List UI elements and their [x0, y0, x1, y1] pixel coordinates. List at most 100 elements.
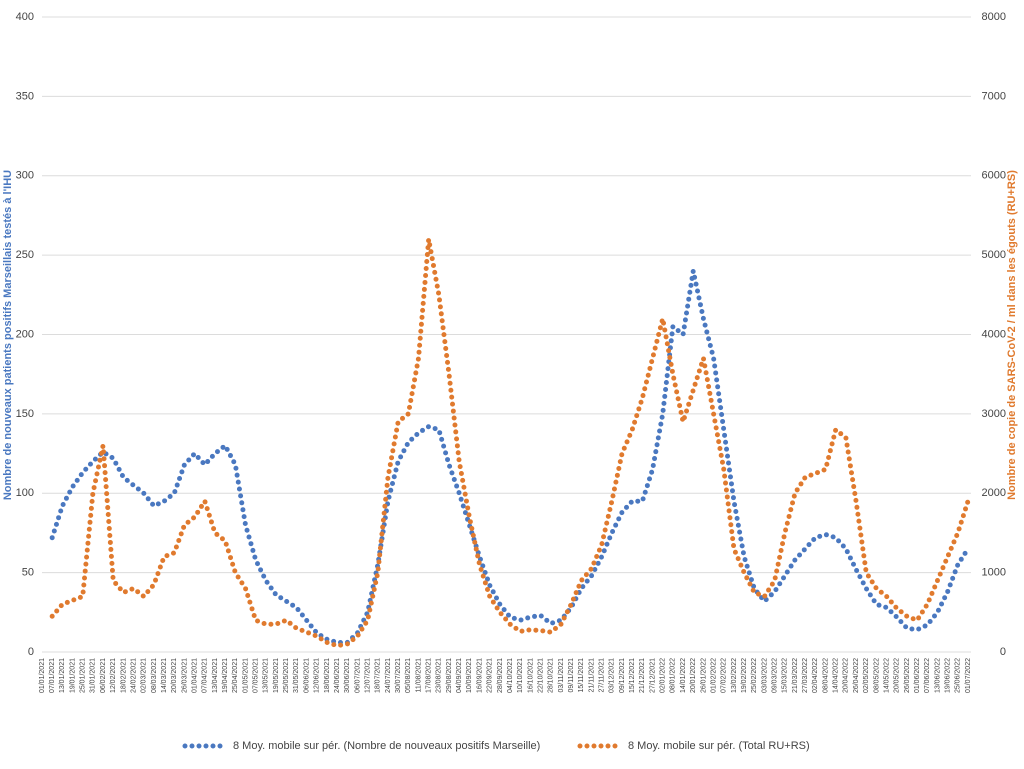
x-tick-label: 18/02/2021	[120, 658, 127, 693]
x-tick-label: 04/09/2021	[456, 658, 463, 693]
x-tick-label: 02/04/2022	[812, 658, 819, 693]
x-tick-label: 22/09/2021	[487, 658, 494, 693]
x-tick-label: 01/01/2021	[39, 658, 46, 693]
legend-label: 8 Moy. mobile sur pér. (Total RU+RS)	[628, 740, 810, 752]
x-tick-label: 11/08/2021	[415, 658, 422, 693]
y2-tick-label: 5000	[982, 249, 1006, 261]
x-tick-label: 24/06/2021	[334, 658, 341, 693]
series-line	[49, 270, 971, 645]
y2-tick-label: 6000	[982, 170, 1006, 182]
x-tick-label: 15/03/2022	[782, 658, 789, 693]
y2-axis-title: Nombre de copie de SARS-CoV-2 / ml dans …	[1006, 170, 1018, 500]
x-tick-label: 01/05/2021	[242, 658, 249, 693]
x-tick-label: 12/02/2021	[110, 658, 117, 693]
x-tick-label: 14/05/2022	[883, 658, 890, 693]
x-tick-label: 21/11/2021	[588, 658, 595, 693]
x-tick-label: 27/12/2021	[649, 658, 656, 693]
x-tick-label: 14/03/2021	[161, 658, 168, 693]
x-tick-label: 08/03/2021	[151, 658, 158, 693]
x-tick-label: 13/06/2022	[934, 658, 941, 693]
x-tick-label: 06/06/2021	[303, 658, 310, 693]
x-tick-label: 09/12/2021	[619, 658, 626, 693]
x-tick-label: 08/04/2022	[822, 658, 829, 693]
x-tick-label: 29/08/2021	[446, 658, 453, 693]
x-tick-label: 16/09/2021	[476, 658, 483, 693]
x-tick-label: 10/10/2021	[517, 658, 524, 693]
x-tick-label: 15/12/2021	[629, 658, 636, 693]
x-tick-label: 24/02/2021	[130, 658, 137, 693]
x-tick-label: 20/03/2021	[171, 658, 178, 693]
y-tick-label: 250	[16, 249, 34, 261]
x-tick-label: 03/12/2021	[609, 658, 616, 693]
x-tick-label: 01/02/2022	[710, 658, 717, 693]
x-tick-label: 25/04/2021	[232, 658, 239, 693]
x-tick-label: 01/07/2022	[965, 658, 972, 693]
x-tick-label: 13/04/2021	[212, 658, 219, 693]
x-tick-label: 19/06/2022	[944, 658, 951, 693]
y-tick-label: 350	[16, 90, 34, 102]
x-tick-label: 26/03/2021	[181, 658, 188, 693]
x-tick-label: 07/02/2022	[721, 658, 728, 693]
x-tick-label: 19/04/2021	[222, 658, 229, 693]
x-tick-label: 30/07/2021	[395, 658, 402, 693]
x-tick-label: 20/05/2022	[894, 658, 901, 693]
x-tick-label: 13/02/2022	[731, 658, 738, 693]
x-tick-label: 24/07/2021	[385, 658, 392, 693]
x-tick-label: 28/10/2021	[548, 658, 555, 693]
x-tick-label: 21/03/2022	[792, 658, 799, 693]
x-tick-label: 25/05/2021	[283, 658, 290, 693]
x-tick-label: 26/04/2022	[853, 658, 860, 693]
x-tick-label: 05/08/2021	[405, 658, 412, 693]
x-tick-label: 27/03/2022	[802, 658, 809, 693]
x-tick-label: 02/03/2021	[141, 658, 148, 693]
x-tick-label: 06/02/2021	[100, 658, 107, 693]
x-tick-label: 25/02/2022	[751, 658, 758, 693]
x-tick-label: 14/04/2022	[833, 658, 840, 693]
x-tick-label: 20/04/2022	[843, 658, 850, 693]
x-tick-label: 26/01/2022	[700, 658, 707, 693]
x-tick-label: 09/03/2022	[772, 658, 779, 693]
y2-tick-label: 0	[1000, 646, 1006, 658]
x-tick-label: 12/07/2021	[364, 658, 371, 693]
y2-tick-label: 3000	[982, 408, 1006, 420]
x-tick-label: 10/09/2021	[466, 658, 473, 693]
x-tick-label: 07/05/2021	[253, 658, 260, 693]
x-tick-label: 15/11/2021	[578, 658, 585, 693]
x-tick-label: 17/08/2021	[426, 658, 433, 693]
x-tick-label: 14/01/2022	[680, 658, 687, 693]
x-tick-label: 19/01/2021	[69, 658, 76, 693]
x-tick-label: 31/01/2021	[90, 658, 97, 693]
y2-tick-label: 1000	[982, 567, 1006, 579]
series-line	[49, 238, 971, 649]
x-tick-label: 31/05/2021	[293, 658, 300, 693]
x-tick-label: 02/01/2022	[660, 658, 667, 693]
y-tick-label: 0	[28, 646, 34, 658]
x-tick-label: 26/05/2022	[904, 658, 911, 693]
y-tick-label: 200	[16, 328, 34, 340]
x-tick-label: 07/04/2021	[202, 658, 209, 693]
y-tick-label: 400	[16, 11, 34, 23]
x-tick-label: 22/10/2021	[537, 658, 544, 693]
x-tick-label: 08/01/2022	[670, 658, 677, 693]
x-tick-label: 12/06/2021	[314, 658, 321, 693]
x-tick-label: 02/05/2022	[863, 658, 870, 693]
x-tick-label: 08/05/2022	[873, 658, 880, 693]
y2-tick-label: 2000	[982, 487, 1006, 499]
x-tick-label: 19/05/2021	[273, 658, 280, 693]
x-tick-label: 21/12/2021	[639, 658, 646, 693]
x-tick-label: 28/09/2021	[497, 658, 504, 693]
x-tick-label: 16/10/2021	[527, 658, 534, 693]
x-tick-label: 03/03/2022	[761, 658, 768, 693]
y-tick-label: 50	[22, 567, 34, 579]
x-tick-label: 30/06/2021	[344, 658, 351, 693]
y2-tick-label: 7000	[982, 90, 1006, 102]
x-tick-label: 27/11/2021	[599, 658, 606, 693]
y-tick-label: 100	[16, 487, 34, 499]
y-tick-label: 300	[16, 170, 34, 182]
x-tick-label: 07/06/2022	[924, 658, 931, 693]
x-tick-label: 07/01/2021	[49, 658, 56, 693]
x-tick-label: 13/05/2021	[263, 658, 270, 693]
x-tick-label: 25/06/2022	[955, 658, 962, 693]
